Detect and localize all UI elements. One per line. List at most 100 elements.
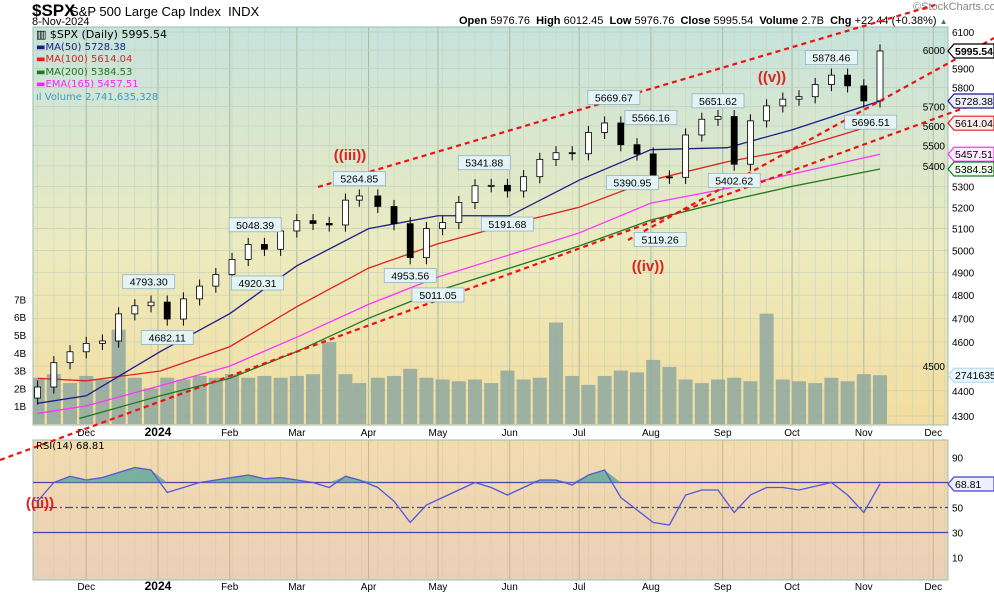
price-annotation: 4682.11	[149, 333, 186, 345]
x-tick-label: Mar	[288, 428, 306, 439]
annotation-box	[624, 110, 678, 125]
x-tick-label: May	[429, 582, 448, 593]
candle	[131, 305, 139, 315]
price-annotation: 4953.56	[391, 271, 429, 283]
candle	[536, 158, 544, 178]
price-annotation: 5048.39	[236, 220, 274, 232]
rsi-plot	[33, 466, 948, 534]
line-ma200	[79, 168, 881, 420]
candle	[99, 340, 106, 344]
candle	[66, 351, 74, 364]
volume-bar	[484, 383, 499, 424]
volume-tick-label: 2B	[14, 384, 27, 395]
volume-bar	[403, 368, 418, 424]
rsi-overbought-fill	[604, 470, 621, 483]
price-annotation: 5566.16	[632, 113, 670, 125]
price-annotation: 5341.88	[465, 158, 503, 170]
volume-tick-label: 1B	[14, 402, 27, 413]
candle	[196, 285, 204, 300]
volume-bar	[176, 379, 191, 424]
price-tag: 5995.54	[955, 46, 993, 58]
change-value: +22.44 (+0.38%)	[854, 15, 937, 27]
volume-bar	[306, 374, 321, 424]
volume-bar	[322, 342, 337, 424]
candle	[82, 342, 90, 353]
legend-ma100: ▬MA(100) 5614.04	[36, 54, 133, 65]
open-label: Open	[459, 15, 488, 27]
candle	[666, 176, 673, 179]
candle	[811, 84, 819, 98]
ema165-tag-box	[947, 146, 994, 162]
exchange: INDX	[228, 4, 260, 19]
y-tick-label: 5200	[952, 203, 975, 214]
y-tick-label: 5900	[952, 65, 975, 76]
candle	[115, 313, 123, 342]
volume-bar	[435, 379, 450, 424]
candle	[163, 301, 171, 320]
x-tick-label: Apr	[361, 582, 377, 593]
x-tick-label: Sep	[714, 582, 732, 593]
x-tick-label: Dec	[77, 428, 95, 439]
candle	[779, 98, 787, 107]
candle	[504, 184, 511, 192]
high-value: 6012.45	[563, 15, 604, 27]
volume-bar	[468, 379, 483, 424]
candle	[601, 122, 609, 133]
x-tick-label: Jun	[502, 582, 518, 593]
symbol: $SPX	[32, 1, 76, 20]
y-tick-label: 4600	[952, 338, 975, 349]
y-tick-label: 4800	[952, 291, 975, 302]
rsi-panel	[32, 439, 949, 581]
y-tick-label: 5100	[952, 225, 975, 236]
up-arrow-icon: ▲	[939, 17, 948, 26]
annotation-box	[691, 93, 745, 109]
candle	[374, 195, 382, 207]
volume-bar	[208, 377, 223, 424]
price-annotation: 5878.46	[812, 53, 850, 65]
candle	[390, 206, 398, 225]
x-tick-label: Feb	[221, 428, 239, 439]
rsi-overbought-fill	[102, 472, 119, 483]
legend-volume: ıl Volume 2,741,635,328	[36, 91, 159, 103]
y-tick-label: 5000	[952, 246, 975, 257]
price-annotation: 4793.30	[130, 277, 168, 289]
volume-bar	[387, 375, 402, 424]
candle	[649, 153, 657, 178]
x-tick-label: Oct	[784, 582, 800, 593]
price-annotation: 5191.68	[488, 219, 526, 231]
volume-bar	[711, 379, 726, 424]
legend-price: ▥ $SPX (Daily) 5995.54	[36, 28, 167, 41]
candle	[730, 116, 738, 165]
candle	[828, 74, 835, 85]
volume-bar	[759, 313, 774, 424]
candle	[228, 259, 236, 275]
low-label: Low	[609, 15, 632, 27]
annotation-box	[587, 89, 641, 105]
rsi-overbought-fill	[151, 470, 168, 483]
volume-bar	[792, 381, 807, 424]
rsi-overbought-fill	[588, 470, 605, 483]
candle	[471, 185, 479, 203]
volume-bar	[743, 381, 758, 424]
price-annotation: 5390.95	[613, 178, 651, 190]
candle	[568, 152, 576, 155]
volume-bar	[352, 383, 367, 424]
candle	[487, 184, 495, 187]
annotation-box	[122, 274, 176, 290]
price-annotation: 5651.62	[699, 96, 737, 108]
y-tick-label: 4900	[952, 269, 975, 280]
volume-bar	[727, 377, 742, 424]
candle	[277, 230, 285, 250]
candle	[423, 228, 430, 259]
rsi-line	[33, 466, 881, 526]
volume-bar	[370, 377, 385, 424]
change-label: Chg	[830, 15, 852, 27]
annotation-box	[633, 232, 687, 247]
volume-bar	[500, 370, 515, 424]
volume-tick-label: 4B	[14, 349, 27, 360]
volume-bar	[840, 381, 855, 424]
volume-bar	[127, 377, 142, 424]
volume-label: Volume	[759, 15, 799, 27]
rsi-tick-label: 90	[952, 454, 964, 465]
volume-tick-label: 5B	[14, 331, 27, 342]
